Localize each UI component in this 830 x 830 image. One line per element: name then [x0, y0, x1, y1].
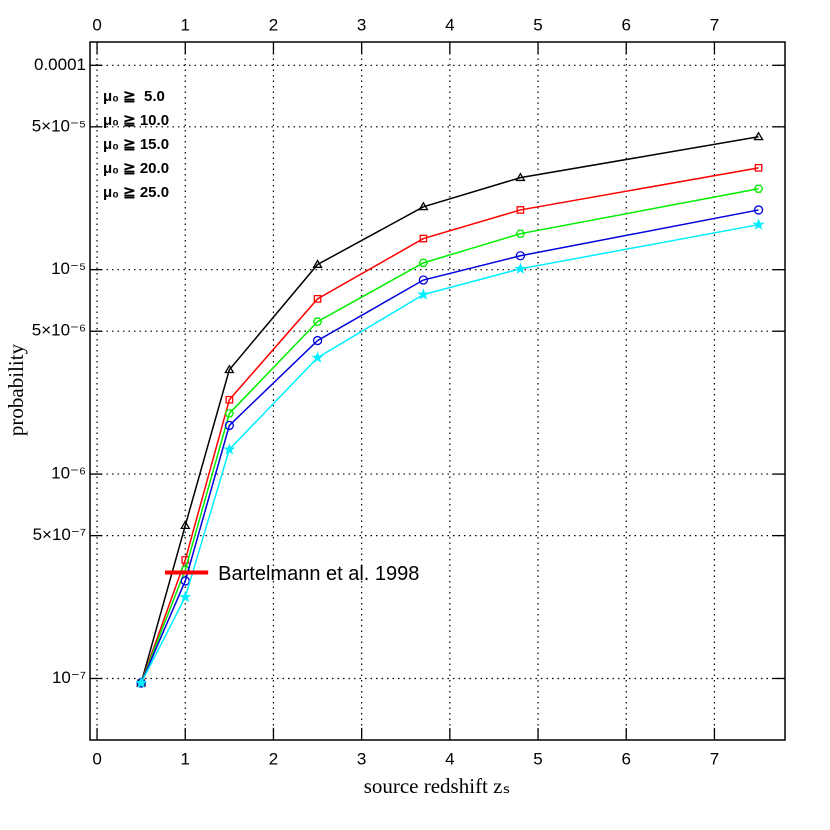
x-tick-label: 3 — [357, 749, 366, 768]
y-tick-label: 10⁻⁶ — [51, 464, 86, 483]
x-tick-label-top: 2 — [269, 15, 278, 34]
x-tick-label-top: 0 — [92, 15, 101, 34]
y-tick-label: 0.0001 — [34, 55, 86, 74]
y-tick-label: 5×10⁻⁶ — [32, 321, 86, 340]
marker — [753, 205, 764, 215]
marker — [179, 590, 192, 603]
x-tick-label: 6 — [622, 749, 631, 768]
marker — [419, 234, 428, 243]
marker — [224, 364, 235, 374]
x-tick-label: 5 — [533, 749, 542, 768]
y-tick-label: 5×10⁻⁵ — [32, 116, 86, 135]
marker — [516, 206, 525, 214]
marker — [180, 520, 191, 529]
x-tick-label-top: 6 — [622, 15, 631, 34]
marker — [313, 294, 322, 303]
legend-entry: μ₀ ≧ 5.0 — [103, 88, 165, 105]
marker — [224, 420, 235, 431]
marker — [515, 172, 526, 182]
x-tick-label-top: 3 — [357, 15, 366, 34]
series-line — [140, 167, 759, 684]
marker — [312, 317, 323, 326]
legend-entry: μ₀ ≧ 15.0 — [103, 136, 169, 153]
legend-entry: μ₀ ≧ 10.0 — [103, 112, 169, 129]
marker — [418, 258, 429, 267]
marker — [312, 335, 323, 346]
marker — [180, 576, 190, 586]
plot-frame — [89, 41, 786, 741]
x-tick-label: 0 — [92, 749, 101, 768]
marker — [418, 201, 429, 211]
y-tick-label: 10⁻⁷ — [52, 668, 86, 687]
x-tick-label: 4 — [445, 749, 454, 768]
marker — [223, 443, 236, 455]
series-line — [140, 187, 759, 684]
x-tick-label: 2 — [269, 749, 278, 768]
legend-entry: μ₀ ≧ 20.0 — [103, 160, 169, 177]
marker — [311, 351, 324, 363]
x-tick-label-top: 1 — [181, 15, 190, 34]
marker — [312, 259, 323, 268]
marker — [418, 275, 429, 285]
y-tick-label: 5×10⁻⁷ — [33, 525, 86, 544]
marker — [754, 163, 763, 172]
marker — [135, 676, 148, 689]
marker — [753, 131, 764, 141]
x-tick-label-top: 5 — [533, 15, 542, 34]
marker — [515, 251, 526, 261]
x-tick-label: 7 — [710, 749, 719, 768]
x-axis-label: source redshift zₛ — [364, 774, 511, 798]
marker — [514, 262, 527, 274]
marker — [753, 184, 764, 193]
x-tick-label-top: 7 — [710, 15, 719, 34]
annotation: Bartelmann et al. 1998 — [218, 563, 419, 585]
marker — [224, 409, 235, 418]
x-tick-label: 1 — [181, 749, 190, 768]
y-tick-label: 10⁻⁵ — [51, 259, 86, 278]
legend-entry: μ₀ ≧ 25.0 — [103, 184, 169, 201]
marker — [225, 395, 234, 404]
series-line — [140, 209, 759, 684]
x-tick-label-top: 4 — [445, 15, 454, 34]
marker — [515, 229, 526, 238]
y-axis-label: probability — [4, 343, 28, 436]
series-line — [140, 136, 759, 684]
marker — [417, 288, 430, 300]
marker — [752, 218, 765, 230]
